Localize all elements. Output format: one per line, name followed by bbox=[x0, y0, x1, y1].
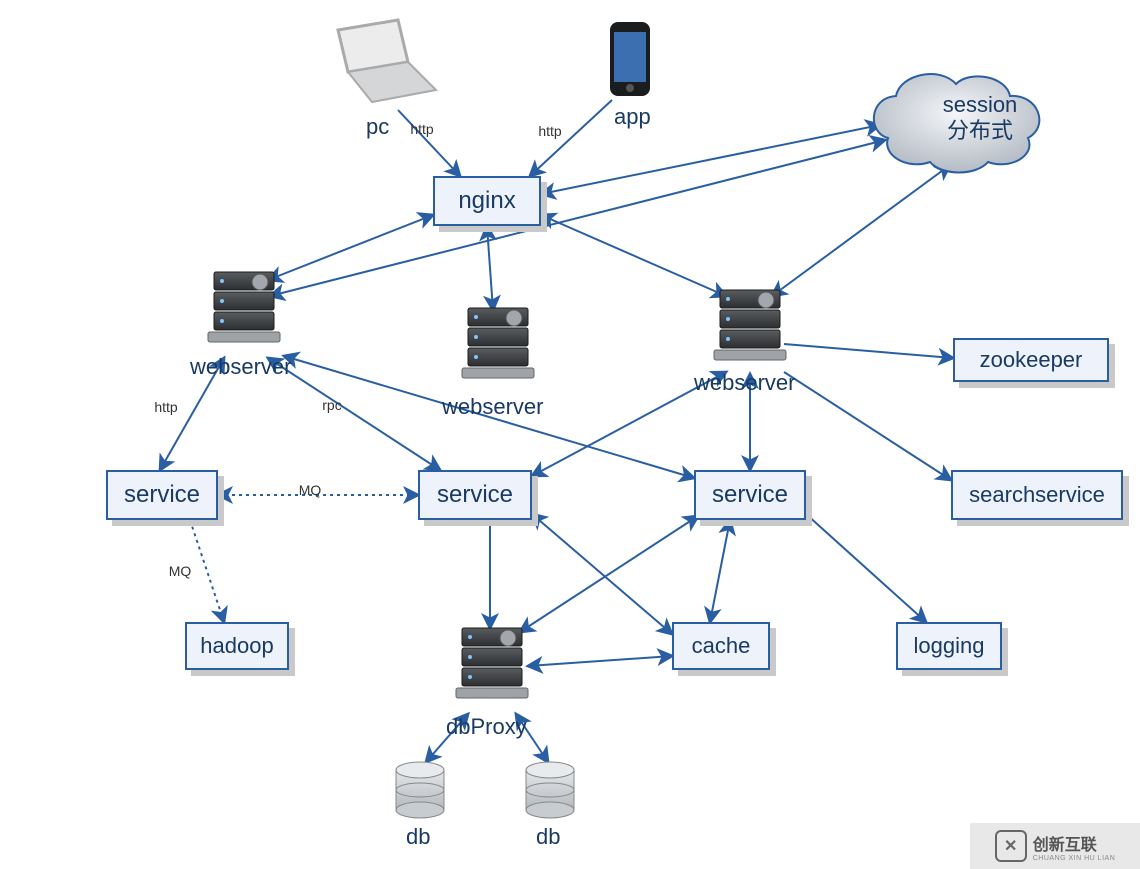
phone-icon-app bbox=[610, 22, 650, 96]
edge-service3-dbproxy bbox=[520, 516, 698, 632]
label-app: app bbox=[614, 104, 651, 130]
edge-label: rpc bbox=[322, 397, 341, 413]
edge-label: MQ bbox=[169, 563, 192, 579]
cloud-label: session 分布式 bbox=[932, 92, 1028, 144]
edge-label: MQ bbox=[299, 482, 322, 498]
node-service3: service bbox=[694, 470, 806, 520]
edge-label: http bbox=[410, 121, 434, 137]
edge-cache-dbproxy bbox=[528, 656, 672, 666]
edge-ws3-zookeeper bbox=[784, 344, 953, 358]
edge-service3-logging bbox=[806, 514, 926, 622]
edge-ws3-cloud bbox=[772, 165, 950, 296]
label-dbProxy: dbProxy bbox=[446, 714, 527, 740]
watermark: ✕ 创新互联 CHUANG XIN HU LIAN bbox=[970, 823, 1140, 869]
label-webserver: webserver bbox=[694, 370, 795, 396]
watermark-sub: CHUANG XIN HU LIAN bbox=[1033, 855, 1116, 862]
node-service2: service bbox=[418, 470, 532, 520]
watermark-text: 创新互联 bbox=[1033, 831, 1097, 855]
node-hadoop: hadoop bbox=[185, 622, 289, 670]
node-logging: logging bbox=[896, 622, 1002, 670]
db-icon-db2 bbox=[526, 762, 574, 818]
watermark-logo-icon: ✕ bbox=[995, 830, 1027, 862]
edge-ws1-cloud bbox=[270, 140, 885, 296]
server-icon-dbproxy bbox=[456, 628, 528, 698]
label-db: db bbox=[406, 824, 430, 850]
edge-service3-cache bbox=[710, 520, 730, 622]
node-cache: cache bbox=[672, 622, 770, 670]
laptop-icon-pc bbox=[338, 20, 436, 102]
edge-service2-cache bbox=[532, 514, 672, 634]
label-db: db bbox=[536, 824, 560, 850]
edge-ws1-service2 bbox=[268, 358, 440, 470]
edge-service1-hadoop bbox=[190, 520, 224, 622]
server-icon-ws1 bbox=[208, 272, 280, 342]
label-webserver: webserver bbox=[442, 394, 543, 420]
edge-nginx-ws2 bbox=[487, 226, 493, 310]
node-searchservice: searchservice bbox=[951, 470, 1123, 520]
cloud-line2: 分布式 bbox=[947, 118, 1013, 143]
server-icon-ws2 bbox=[462, 308, 534, 378]
cloud-line1: session bbox=[943, 92, 1018, 117]
edge-pc-nginx bbox=[398, 110, 460, 176]
edge-label: http bbox=[154, 399, 178, 415]
edge-nginx-ws3 bbox=[541, 215, 726, 296]
edge-label: http bbox=[538, 123, 562, 139]
db-icon-db1 bbox=[396, 762, 444, 818]
edge-nginx-ws1 bbox=[268, 215, 433, 280]
edge-ws3-searchservice bbox=[784, 372, 951, 480]
node-nginx: nginx bbox=[433, 176, 541, 226]
node-zookeeper: zookeeper bbox=[953, 338, 1109, 382]
label-pc: pc bbox=[366, 114, 389, 140]
server-icon-ws3 bbox=[714, 290, 786, 360]
node-service1: service bbox=[106, 470, 218, 520]
label-webserver: webserver bbox=[190, 354, 291, 380]
